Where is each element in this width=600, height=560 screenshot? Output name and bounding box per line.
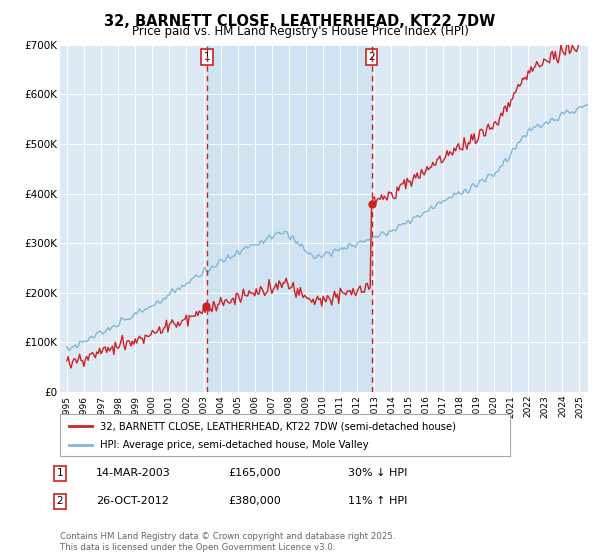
Text: 2: 2 bbox=[56, 496, 64, 506]
Text: Price paid vs. HM Land Registry's House Price Index (HPI): Price paid vs. HM Land Registry's House … bbox=[131, 25, 469, 38]
Text: £380,000: £380,000 bbox=[228, 496, 281, 506]
Text: 32, BARNETT CLOSE, LEATHERHEAD, KT22 7DW (semi-detached house): 32, BARNETT CLOSE, LEATHERHEAD, KT22 7DW… bbox=[101, 421, 457, 431]
Text: 2: 2 bbox=[368, 52, 375, 62]
Text: 1: 1 bbox=[56, 468, 64, 478]
Text: Contains HM Land Registry data © Crown copyright and database right 2025.
This d: Contains HM Land Registry data © Crown c… bbox=[60, 532, 395, 552]
Text: £165,000: £165,000 bbox=[228, 468, 281, 478]
Bar bbox=[207, 45, 371, 392]
Text: 14-MAR-2003: 14-MAR-2003 bbox=[96, 468, 171, 478]
Text: 30% ↓ HPI: 30% ↓ HPI bbox=[348, 468, 407, 478]
Text: HPI: Average price, semi-detached house, Mole Valley: HPI: Average price, semi-detached house,… bbox=[101, 440, 369, 450]
Text: 1: 1 bbox=[203, 52, 210, 62]
Text: 26-OCT-2012: 26-OCT-2012 bbox=[96, 496, 169, 506]
Text: 11% ↑ HPI: 11% ↑ HPI bbox=[348, 496, 407, 506]
Text: 32, BARNETT CLOSE, LEATHERHEAD, KT22 7DW: 32, BARNETT CLOSE, LEATHERHEAD, KT22 7DW bbox=[104, 14, 496, 29]
